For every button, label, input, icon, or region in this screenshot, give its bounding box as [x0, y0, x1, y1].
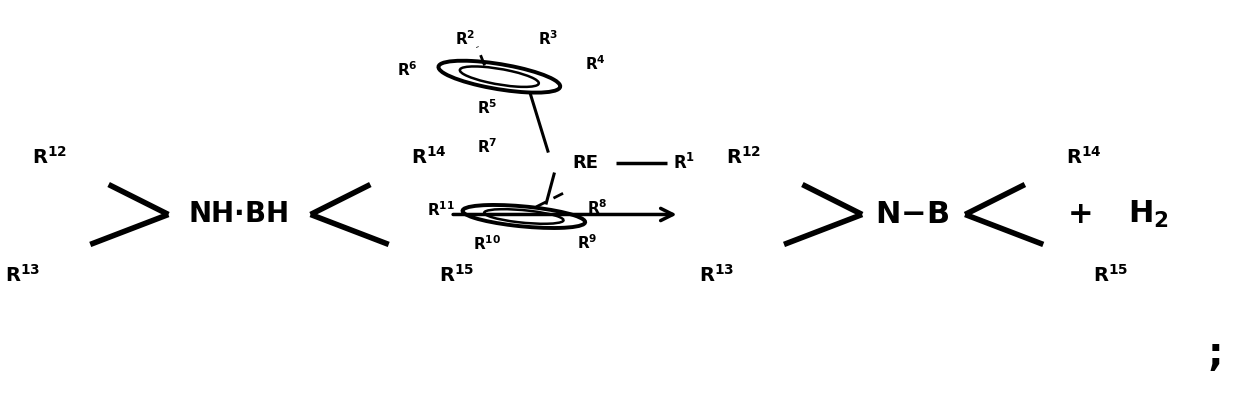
Text: $\mathbf{R^{13}}$: $\mathbf{R^{13}}$ [699, 263, 734, 286]
Text: $\mathbf{H_2}$: $\mathbf{H_2}$ [1128, 199, 1169, 230]
Text: ;: ; [1208, 335, 1223, 373]
Text: $\mathbf{R^{2}}$: $\mathbf{R^{2}}$ [455, 30, 475, 48]
Text: $\mathbf{R^{4}}$: $\mathbf{R^{4}}$ [584, 55, 605, 73]
Text: $\mathbf{R^{12}}$: $\mathbf{R^{12}}$ [725, 146, 761, 168]
Text: $\mathbf{N{-}B}$: $\mathbf{N{-}B}$ [875, 200, 950, 229]
Text: RE: RE [572, 153, 598, 172]
Text: $\mathbf{R^{7}}$: $\mathbf{R^{7}}$ [477, 137, 497, 156]
Text: $\mathbf{R^{6}}$: $\mathbf{R^{6}}$ [397, 60, 418, 79]
Text: $\mathbf{NH{\cdot}BH}$: $\mathbf{NH{\cdot}BH}$ [188, 200, 288, 228]
Text: $\mathbf{R^{10}}$: $\mathbf{R^{10}}$ [472, 234, 501, 253]
Text: $\mathbf{R^{15}}$: $\mathbf{R^{15}}$ [1094, 263, 1128, 286]
Text: $\mathbf{R^{14}}$: $\mathbf{R^{14}}$ [1066, 146, 1101, 168]
Text: $\mathbf{R^{13}}$: $\mathbf{R^{13}}$ [5, 263, 41, 286]
Text: $\mathbf{R^{3}}$: $\mathbf{R^{3}}$ [538, 30, 558, 48]
Text: $\mathbf{R^{1}}$: $\mathbf{R^{1}}$ [673, 153, 696, 173]
Text: $\mathbf{R^{12}}$: $\mathbf{R^{12}}$ [32, 146, 67, 168]
Text: +: + [1068, 200, 1094, 229]
Text: $\mathbf{R^{9}}$: $\mathbf{R^{9}}$ [578, 233, 598, 252]
Text: $\mathbf{R^{15}}$: $\mathbf{R^{15}}$ [439, 263, 474, 286]
Text: $\mathbf{R^{5}}$: $\mathbf{R^{5}}$ [477, 98, 497, 117]
Text: $\mathbf{R^{11}}$: $\mathbf{R^{11}}$ [427, 200, 455, 219]
Text: $\mathbf{R^{14}}$: $\mathbf{R^{14}}$ [412, 146, 446, 168]
Text: $\mathbf{R^{8}}$: $\mathbf{R^{8}}$ [587, 198, 608, 217]
